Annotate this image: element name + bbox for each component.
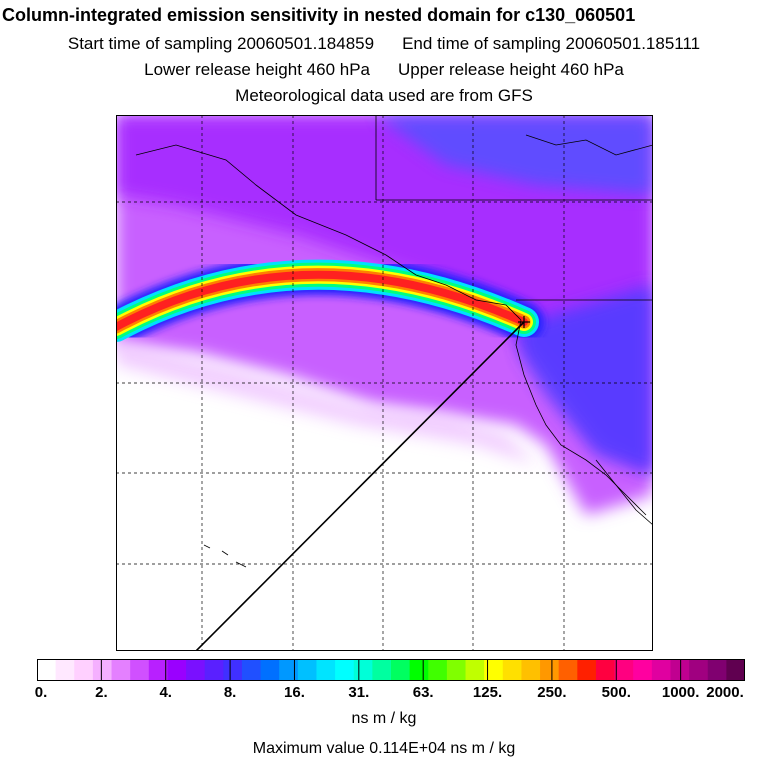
map-frame <box>116 115 653 651</box>
colorbar-cell <box>111 659 131 681</box>
colorbar-tick-label: 8. <box>223 684 237 701</box>
map-title: Column-integrated emission sensitivity i… <box>2 5 636 25</box>
colorbar-cell <box>353 659 373 681</box>
colorbar-cell <box>241 659 262 681</box>
sensitivity-field-blue <box>516 285 653 475</box>
colorbar-cell <box>577 659 597 681</box>
colorbar-cells <box>37 659 745 681</box>
colorbar-cell <box>502 659 523 681</box>
coastlines <box>135 134 653 568</box>
colorbar-tick-label: 16. <box>284 684 305 701</box>
colorbar-cell <box>92 659 113 681</box>
max-value-label: Maximum value 0.114E+04 ns m / kg <box>252 740 516 757</box>
met-data-label: Meteorological data used are from GFS <box>235 86 533 105</box>
colorbar-cell <box>521 659 541 681</box>
colorbar-cell <box>223 659 243 681</box>
colorbar-tick-label: 500. <box>601 684 631 701</box>
sensitivity-field-north-blue <box>376 115 653 195</box>
lat-lon-grid <box>116 115 653 651</box>
colorbar-frame <box>37 659 745 681</box>
colorbar-cell <box>372 659 392 681</box>
colorbar-cell <box>167 659 187 681</box>
colorbar-cell <box>651 659 672 681</box>
colorbar-cell <box>37 659 57 681</box>
colorbar-tick-label: 4. <box>159 684 172 701</box>
colorbar-tick-label: 250. <box>537 684 567 701</box>
colorbar-cell <box>186 659 206 681</box>
colorbar-tick-label: 125. <box>472 684 503 701</box>
colorbar-cell <box>148 659 169 681</box>
colorbar-ticks <box>37 659 745 681</box>
colorbar-cell <box>316 659 336 681</box>
lower-release-label: Lower release height 460 hPa <box>144 60 370 79</box>
colorbar-cell <box>204 659 224 681</box>
colorbar-tick-label: 63. <box>412 684 434 701</box>
colorbar-cell <box>409 659 429 681</box>
colorbar-units: ns m / kg <box>351 710 417 727</box>
colorbar-tick-label: 0. <box>34 684 48 701</box>
colorbar-cell <box>428 659 448 681</box>
end-time-label: End time of sampling 20060501.185111 <box>402 34 701 53</box>
sensitivity-field-edge <box>116 340 536 465</box>
release-heights: Lower release height 460 hPa Upper releas… <box>0 60 768 80</box>
colorbar-cell <box>707 659 727 681</box>
colorbar-cell <box>391 659 411 681</box>
release-point-marker <box>518 316 530 328</box>
colorbar-cell <box>130 659 150 681</box>
upper-release-label: Upper release height 460 hPa <box>398 60 624 79</box>
colorbar-cell <box>726 659 745 681</box>
colorbar <box>37 659 745 681</box>
colorbar-cell <box>260 659 280 681</box>
colorbar-cell <box>670 659 690 681</box>
colorbar-cell <box>614 659 634 681</box>
plume-arc <box>116 254 544 347</box>
colorbar-cell <box>558 659 578 681</box>
start-time-label: Start time of sampling 20060501.184859 <box>67 34 375 53</box>
sampling-times: Start time of sampling 20060501.184859 En… <box>0 34 768 54</box>
flight-track <box>195 321 525 651</box>
sensitivity-field-mid <box>116 115 653 475</box>
colorbar-cell <box>633 659 653 681</box>
colorbar-cell <box>55 659 75 681</box>
sensitivity-map <box>116 115 653 651</box>
colorbar-cell <box>446 659 467 681</box>
colorbar-cell <box>74 659 94 681</box>
colorbar-cell <box>465 659 485 681</box>
political-borders <box>375 115 653 301</box>
colorbar-tick-label: 31. <box>348 684 370 701</box>
colorbar-cell <box>279 659 299 681</box>
colorbar-tick-label: 1000. <box>661 684 700 701</box>
colorbar-cell <box>297 659 318 681</box>
colorbar-cell <box>540 659 560 681</box>
colorbar-cell <box>335 659 355 681</box>
colorbar-tick-label: 2000. <box>706 684 744 701</box>
colorbar-cell <box>689 659 709 681</box>
colorbar-cell <box>484 659 504 681</box>
colorbar-cell <box>595 659 616 681</box>
colorbar-tick-label: 2. <box>95 684 108 701</box>
